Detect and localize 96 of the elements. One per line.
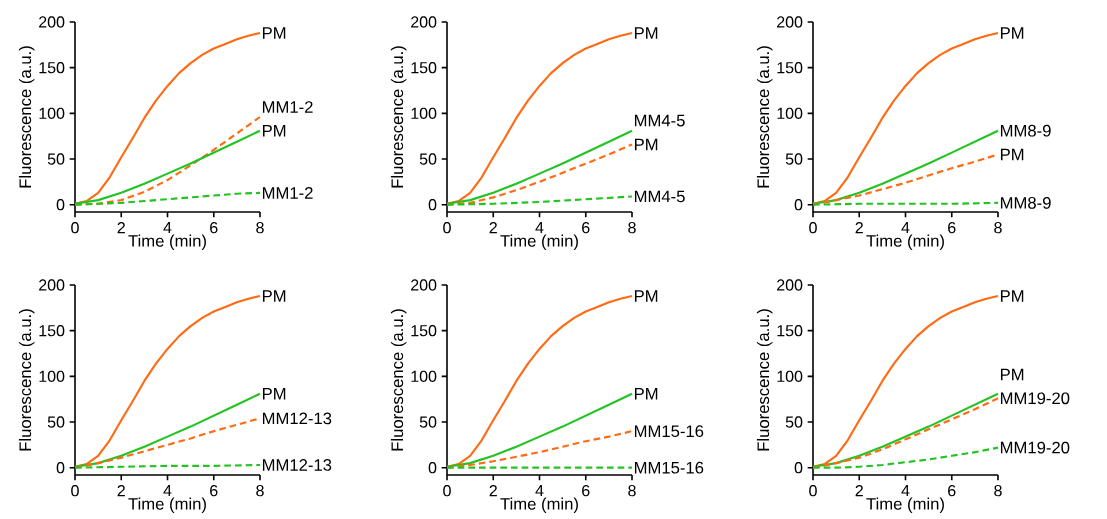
- y-tick-label: 200: [39, 279, 65, 291]
- x-tick-label: 0: [443, 485, 451, 497]
- y-tick-label: 150: [39, 325, 65, 337]
- x-tick-label: 4: [901, 485, 910, 497]
- x-tick-label: 8: [628, 485, 636, 497]
- series-label: PM: [262, 290, 286, 302]
- y-axis-title: Fluorescence (a.u.): [18, 309, 35, 451]
- x-tick-label: 4: [535, 485, 544, 497]
- x-axis-title: Time (min): [500, 234, 578, 251]
- x-tick-label: 8: [994, 485, 1002, 497]
- x-tick-label: 8: [256, 222, 264, 234]
- x-tick-label: 0: [71, 222, 79, 234]
- series-label: PM: [262, 27, 286, 39]
- series-label: PM: [262, 124, 286, 137]
- series-label: MM4-5: [634, 190, 685, 203]
- series-label: MM1-2: [262, 187, 313, 199]
- y-tick-label: 200: [411, 16, 437, 28]
- series-label: PM: [634, 138, 658, 151]
- y-tick-label: 150: [411, 325, 437, 337]
- series-label: PM: [1000, 148, 1024, 161]
- y-tick-label: 100: [411, 370, 437, 382]
- x-tick-label: 6: [948, 485, 956, 497]
- x-axis-title: Time (min): [128, 497, 206, 514]
- x-tick-label: 8: [256, 485, 264, 497]
- series-label: PM: [262, 387, 286, 400]
- x-tick-label: 2: [489, 222, 497, 234]
- x-tick-label: 4: [163, 222, 172, 234]
- series-label: MM8-9: [1000, 196, 1051, 209]
- series-label: MM4-5: [634, 114, 685, 127]
- y-tick-label: 0: [56, 462, 65, 474]
- y-tick-label: 50: [419, 416, 437, 428]
- x-tick-label: 2: [855, 485, 863, 497]
- series-label: PM: [634, 387, 658, 400]
- y-axis-title: Fluorescence (a.u.): [18, 46, 35, 188]
- y-tick-label: 50: [47, 153, 65, 165]
- x-tick-label: 0: [809, 222, 817, 234]
- y-tick-label: 100: [39, 107, 65, 119]
- y-axis-title: Fluorescence (a.u.): [756, 309, 773, 451]
- series-label: MM19-20: [1000, 392, 1070, 405]
- y-tick-label: 50: [47, 416, 65, 428]
- x-axis-title: Time (min): [866, 234, 944, 251]
- y-axis-title: Fluorescence (a.u.): [390, 309, 407, 451]
- y-tick-label: 0: [428, 462, 437, 474]
- x-axis-title: Time (min): [128, 234, 206, 251]
- y-tick-label: 0: [794, 199, 803, 211]
- x-tick-label: 6: [210, 222, 218, 234]
- y-tick-label: 100: [411, 107, 437, 119]
- y-tick-label: 100: [777, 370, 803, 382]
- x-tick-label: 8: [628, 222, 636, 234]
- x-tick-label: 0: [443, 222, 451, 234]
- y-tick-label: 200: [39, 16, 65, 28]
- x-tick-label: 2: [117, 485, 125, 497]
- y-tick-label: 150: [411, 62, 437, 74]
- y-tick-label: 0: [56, 199, 65, 211]
- y-tick-label: 150: [39, 62, 65, 74]
- y-tick-label: 100: [39, 370, 65, 382]
- x-tick-label: 0: [809, 485, 817, 497]
- y-tick-label: 100: [777, 107, 803, 119]
- series-label: PM: [1000, 290, 1024, 302]
- y-tick-label: 50: [419, 153, 437, 165]
- x-tick-label: 2: [489, 485, 497, 497]
- x-tick-label: 8: [994, 222, 1002, 234]
- y-tick-label: 200: [777, 16, 803, 28]
- x-tick-label: 4: [901, 222, 910, 234]
- series-label: PM: [634, 290, 658, 302]
- series-label: MM1-2: [262, 101, 313, 113]
- series-label: MM15-16: [634, 425, 704, 438]
- x-tick-label: 6: [948, 222, 956, 234]
- series-label: PM: [634, 27, 658, 39]
- x-axis-title: Time (min): [500, 497, 578, 514]
- y-axis-title: Fluorescence (a.u.): [390, 46, 407, 188]
- x-tick-label: 6: [582, 222, 590, 234]
- series-label: MM19-20: [1000, 441, 1070, 454]
- x-tick-label: 6: [582, 485, 590, 497]
- series-label: MM12-13: [262, 412, 332, 425]
- series-label: PM: [1000, 27, 1024, 39]
- y-tick-label: 150: [777, 62, 803, 74]
- y-tick-label: 50: [785, 153, 803, 165]
- x-tick-label: 2: [117, 222, 125, 234]
- series-label: PM: [1000, 368, 1024, 381]
- y-axis-title: Fluorescence (a.u.): [756, 46, 773, 188]
- series-label: MM12-13: [262, 459, 332, 471]
- y-tick-label: 0: [428, 199, 437, 211]
- x-tick-label: 0: [71, 485, 79, 497]
- x-axis-title: Time (min): [866, 497, 944, 514]
- y-tick-label: 50: [785, 416, 803, 428]
- y-tick-label: 200: [777, 279, 803, 291]
- series-label: MM15-16: [634, 461, 704, 474]
- x-tick-label: 6: [210, 485, 218, 497]
- x-tick-label: 4: [535, 222, 544, 234]
- y-tick-label: 0: [794, 462, 803, 474]
- x-tick-label: 2: [855, 222, 863, 234]
- y-tick-label: 200: [411, 279, 437, 291]
- series-label: MM8-9: [1000, 124, 1051, 137]
- x-tick-label: 4: [163, 485, 172, 497]
- y-tick-label: 150: [777, 325, 803, 337]
